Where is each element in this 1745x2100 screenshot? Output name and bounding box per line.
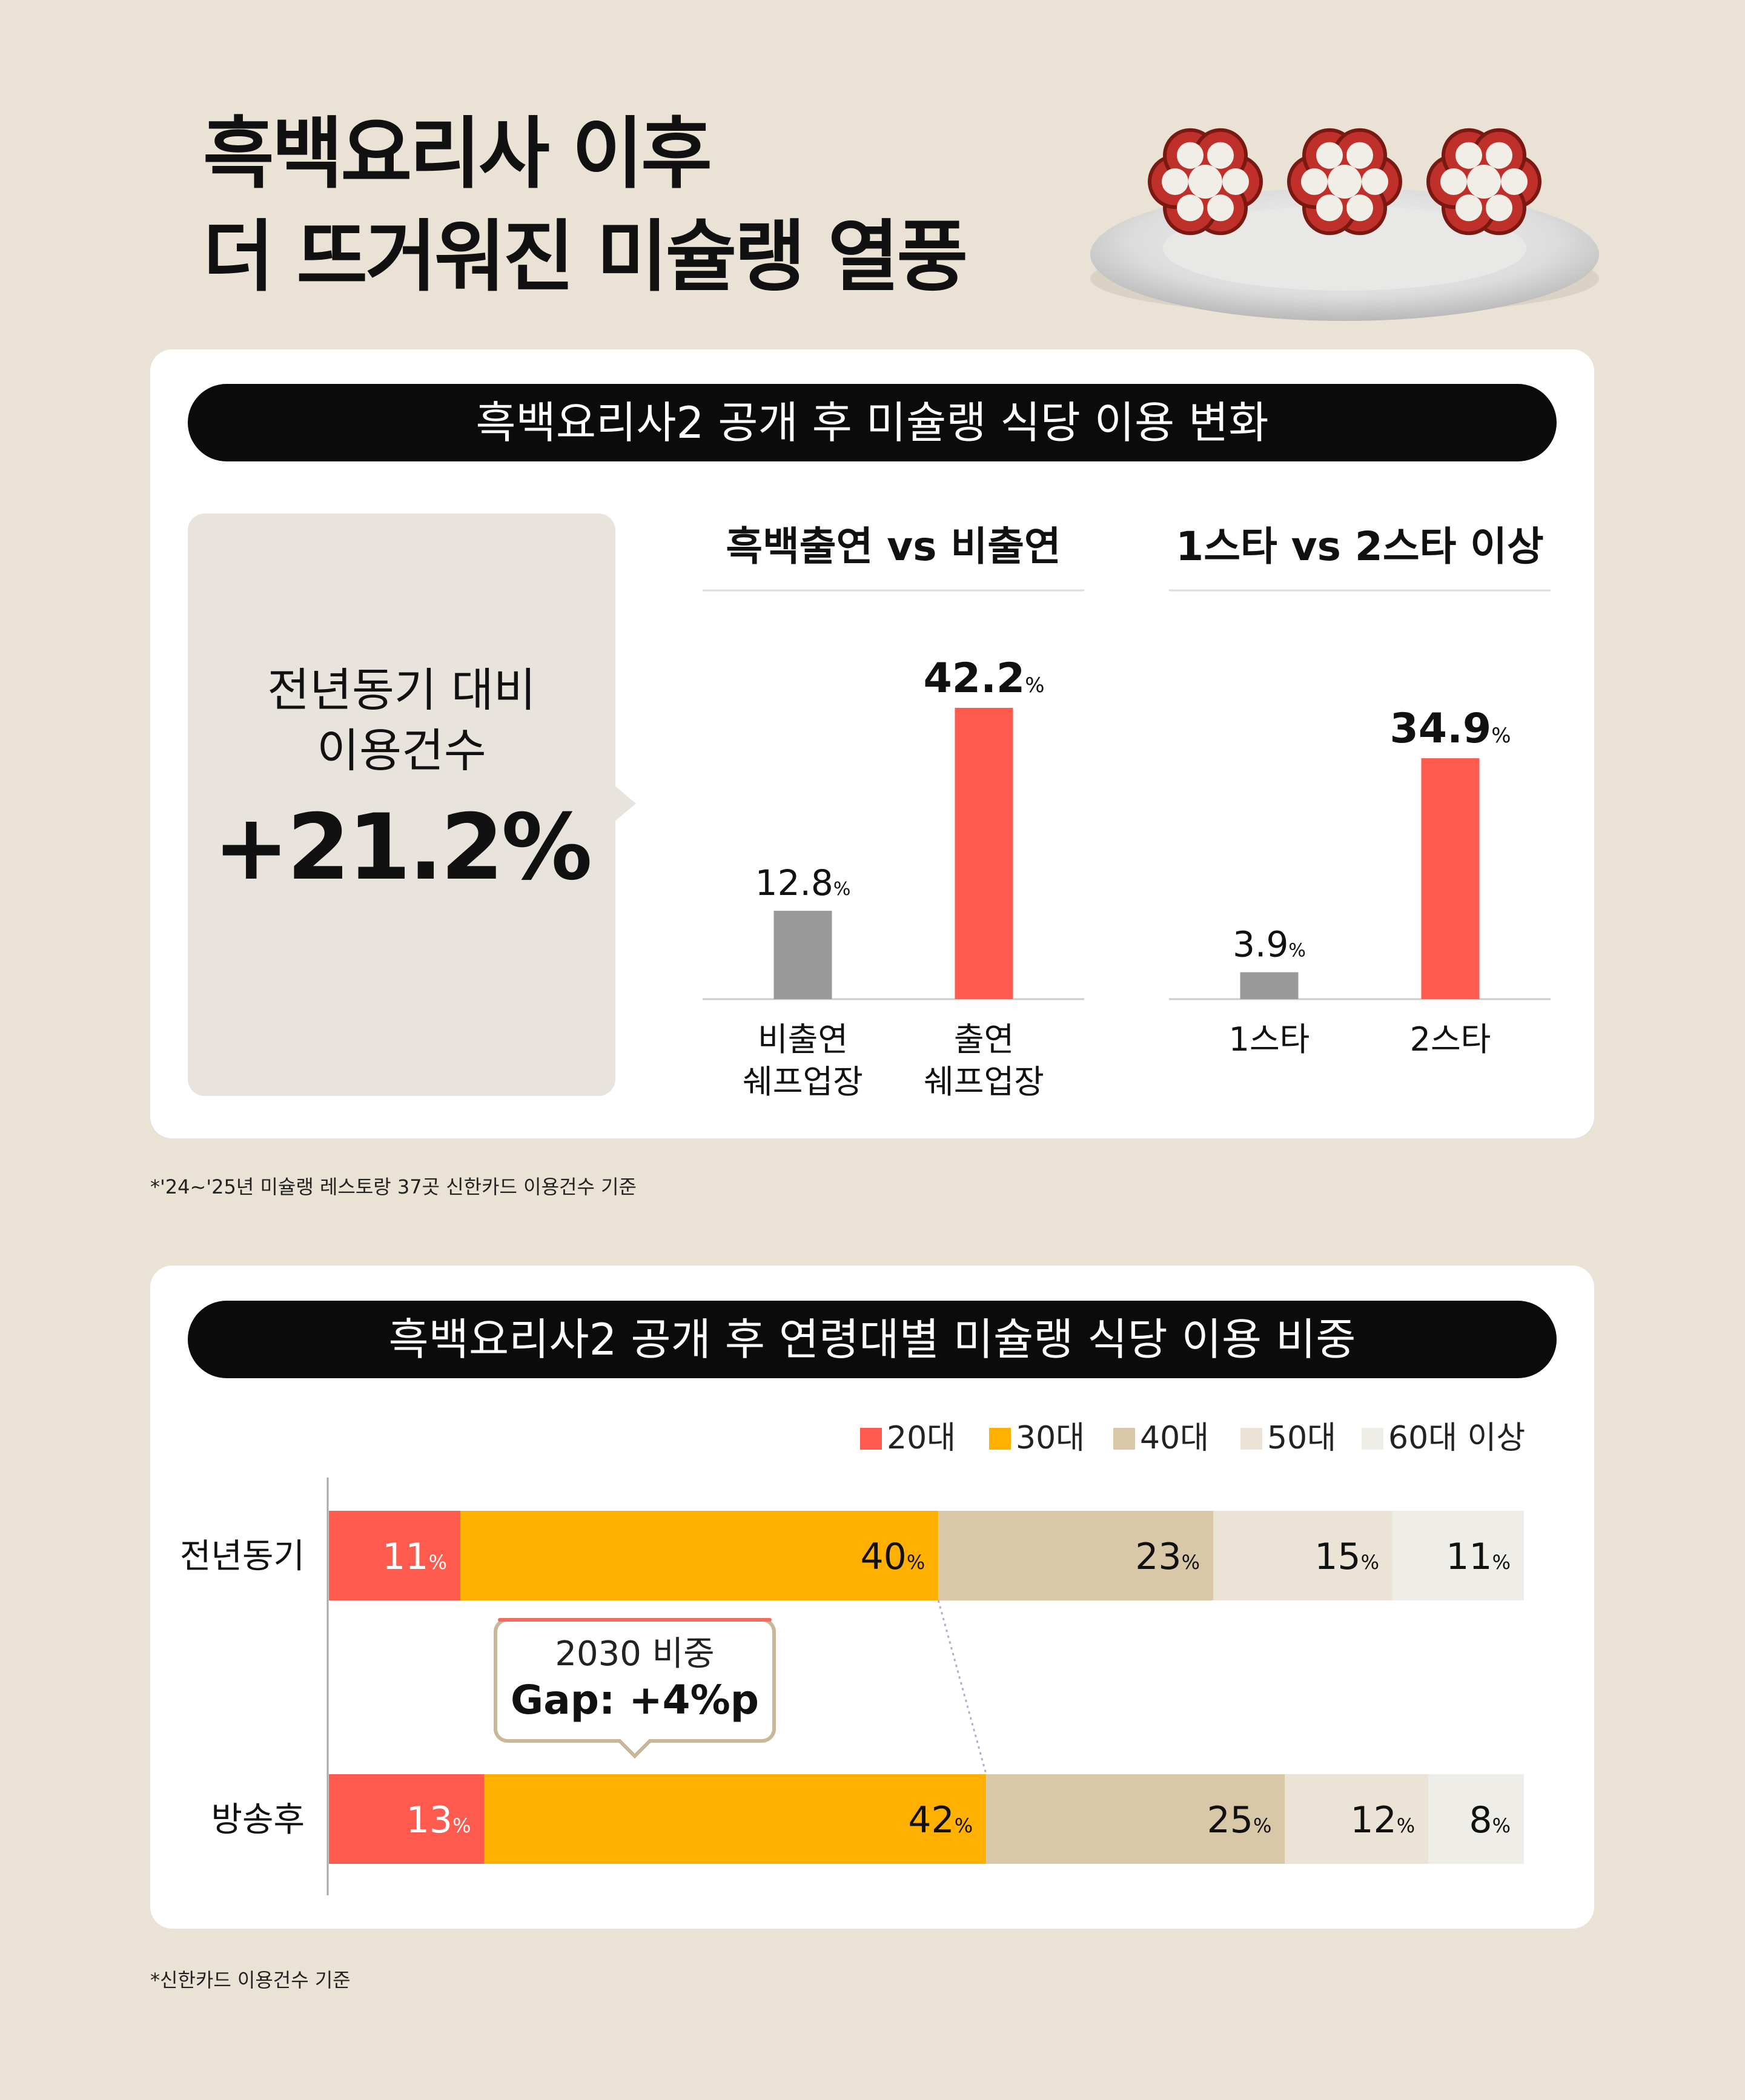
gap-connector xyxy=(937,1600,987,1775)
page-title-line2: 더 뜨거워진 미슐랭 열풍 xyxy=(203,212,968,302)
segment-1-0 xyxy=(329,1774,485,1864)
segment-label-0-0: 11% xyxy=(382,1536,447,1578)
flower-center xyxy=(1188,165,1222,199)
chart-stars: 1스타 vs 2스타 이상 3.9% 1스타 34.9% 2스타 xyxy=(1169,523,1551,1058)
segment-label-0-1: 40% xyxy=(860,1536,925,1578)
segment-label-1-4: 8% xyxy=(1469,1799,1511,1841)
category-label-line1-0: 비출연 xyxy=(758,1020,848,1058)
chart-title: 흑백출연 vs 비출연 xyxy=(726,523,1061,570)
value-label-1: 34.9% xyxy=(1389,705,1511,753)
summary-label: 전년동기 대비 이용건수 xyxy=(188,660,615,781)
category-label-1: 2스타 xyxy=(1410,1020,1491,1058)
legend-swatch-1 xyxy=(989,1428,1011,1450)
summary-label-line1: 전년동기 대비 xyxy=(267,663,536,717)
legend-label-4: 60대 이상 xyxy=(1388,1420,1525,1456)
flower-petal-hole xyxy=(1316,194,1343,222)
legend-label-1: 30대 xyxy=(1016,1420,1085,1456)
legend-swatch-0 xyxy=(860,1428,882,1450)
row-label-0: 전년동기 xyxy=(180,1537,305,1576)
segment-1-4 xyxy=(1428,1774,1524,1864)
flower-petal-hole xyxy=(1177,142,1204,169)
segment-label-1-2: 25% xyxy=(1207,1799,1272,1841)
segment-label-1-1: 42% xyxy=(908,1799,973,1841)
flower-petal-hole xyxy=(1177,194,1204,222)
segment-0-3 xyxy=(1213,1511,1392,1600)
flower-petal-hole xyxy=(1362,168,1388,195)
footnote-section1: *'24~'25년 미슐랭 레스토랑 37곳 신한카드 이용건수 기준 xyxy=(150,1175,637,1198)
segment-1-1 xyxy=(484,1774,987,1864)
bar-1 xyxy=(1421,758,1480,999)
flower-petal-hole xyxy=(1455,142,1482,169)
segment-label-1-3: 12% xyxy=(1350,1799,1415,1841)
segment-1-2 xyxy=(986,1774,1285,1864)
michelin-flower-icon xyxy=(1287,128,1402,236)
category-label-line2-1: 쉐프업장 xyxy=(924,1063,1044,1101)
segment-label-0-2: 23% xyxy=(1135,1536,1200,1578)
segment-1-3 xyxy=(1285,1774,1429,1864)
callout-line2: Gap: +4%p xyxy=(511,1677,759,1723)
flower-petal-hole xyxy=(1301,168,1328,195)
flower-petal-hole xyxy=(1501,168,1528,195)
segment-0-4 xyxy=(1392,1511,1524,1600)
page-title-line1: 흑백요리사 이후 xyxy=(203,109,712,199)
michelin-flower-icon xyxy=(1148,128,1263,236)
summary-value: +21.2% xyxy=(213,795,592,900)
flower-petal-hole xyxy=(1162,168,1188,195)
flower-petal-hole xyxy=(1222,168,1249,195)
bar-1 xyxy=(955,707,1013,999)
segment-label-1-0: 13% xyxy=(406,1799,471,1841)
flower-center xyxy=(1328,165,1362,199)
segment-0-2 xyxy=(938,1511,1214,1600)
bar-0 xyxy=(1240,972,1299,999)
footnote-section2: *신한카드 이용건수 기준 xyxy=(150,1969,351,1992)
legend-swatch-2 xyxy=(1113,1428,1135,1450)
value-label-1: 42.2% xyxy=(923,655,1044,702)
summary-pointer xyxy=(614,785,636,822)
category-label-0: 1스타 xyxy=(1229,1020,1310,1058)
bar-0 xyxy=(773,911,832,999)
legend-swatch-4 xyxy=(1362,1428,1383,1450)
legend-swatch-3 xyxy=(1240,1428,1262,1450)
category-label-line1-1: 출연 xyxy=(954,1020,1014,1058)
callout-line1: 2030 비중 xyxy=(555,1634,714,1674)
chart-title: 1스타 vs 2스타 이상 xyxy=(1176,523,1543,570)
summary-box xyxy=(188,513,615,1096)
flower-petal-hole xyxy=(1486,194,1512,222)
segment-0-1 xyxy=(460,1511,939,1600)
section2-title: 흑백요리사2 공개 후 연령대별 미슐랭 식당 이용 비중 xyxy=(188,1301,1557,1378)
callout-bubble-border xyxy=(494,1618,776,1759)
row-label-1: 방송후 xyxy=(211,1800,305,1840)
flower-petal-hole xyxy=(1316,142,1343,169)
segment-label-0-4: 11% xyxy=(1446,1536,1511,1578)
value-label-0: 12.8% xyxy=(755,862,851,903)
michelin-flower-icon xyxy=(1426,128,1541,236)
legend-label-3: 50대 xyxy=(1267,1420,1336,1456)
flower-petal-hole xyxy=(1346,194,1373,222)
legend-label-2: 40대 xyxy=(1140,1420,1209,1456)
flower-center xyxy=(1467,165,1501,199)
legend-label-0: 20대 xyxy=(887,1420,956,1456)
flower-petal-hole xyxy=(1346,142,1373,169)
value-label-0: 3.9% xyxy=(1233,924,1306,965)
michelin-plate-illustration xyxy=(1090,128,1599,321)
summary-label-line2: 이용건수 xyxy=(317,724,486,778)
flower-petal-hole xyxy=(1440,168,1467,195)
page-title: 흑백요리사 이후 더 뜨거워진 미슐랭 열풍 xyxy=(203,103,968,309)
flower-petal-hole xyxy=(1207,194,1234,222)
flower-petal-hole xyxy=(1207,142,1234,169)
segment-label-0-3: 15% xyxy=(1314,1536,1379,1578)
flower-petal-hole xyxy=(1455,194,1482,222)
category-label-line2-0: 쉐프업장 xyxy=(743,1063,863,1101)
callout-top-accent xyxy=(498,1618,772,1622)
flower-petal-hole xyxy=(1486,142,1512,169)
section1-title: 흑백요리사2 공개 후 미슐랭 식당 이용 변화 xyxy=(188,384,1557,461)
segment-0-0 xyxy=(329,1511,461,1600)
